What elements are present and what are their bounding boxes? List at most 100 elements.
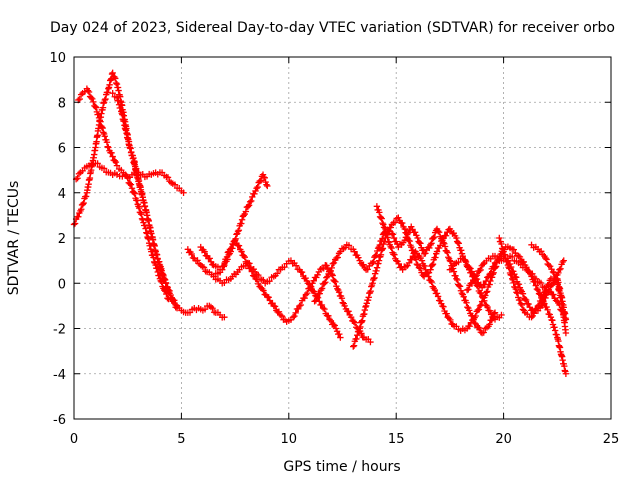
data-point	[233, 240, 244, 253]
data-point	[530, 243, 540, 251]
data-point	[137, 171, 146, 179]
data-point	[560, 257, 567, 264]
data-point	[240, 212, 247, 219]
data-point	[546, 263, 555, 273]
data-point	[319, 304, 327, 312]
data-point	[441, 240, 453, 262]
data-point	[542, 303, 553, 318]
data-point	[554, 336, 565, 358]
data-point	[431, 286, 439, 294]
data-point	[312, 290, 323, 304]
data-point	[321, 305, 332, 320]
data-point	[92, 103, 99, 110]
data-point	[445, 315, 457, 328]
data-point	[335, 288, 347, 307]
data-point	[105, 144, 112, 151]
data-point	[558, 300, 567, 318]
data-point	[78, 193, 90, 213]
data-point	[508, 275, 516, 282]
data-point	[186, 306, 196, 316]
grid	[74, 57, 611, 419]
data-point	[171, 181, 181, 192]
data-point	[289, 313, 297, 321]
data-point	[76, 91, 85, 103]
data-point	[193, 304, 204, 314]
data-point	[150, 169, 161, 178]
data-point	[455, 255, 464, 266]
data-point	[229, 268, 241, 280]
data-point	[94, 160, 103, 171]
data-series	[75, 85, 172, 303]
data-point	[446, 257, 454, 264]
data-point	[238, 248, 245, 255]
data-point	[109, 90, 116, 97]
data-point	[491, 309, 499, 316]
data-point	[325, 260, 337, 278]
data-point	[285, 316, 295, 324]
data-point	[238, 262, 250, 271]
data-point	[396, 217, 407, 231]
y-tick-label: 10	[49, 51, 66, 66]
data-point	[161, 275, 168, 282]
data-point	[278, 312, 289, 323]
y-tick-label: 2	[58, 232, 66, 247]
data-point	[92, 104, 103, 122]
x-axis-title: GPS time / hours	[283, 459, 400, 475]
data-point	[231, 237, 239, 244]
data-point	[483, 255, 494, 265]
data-point	[153, 265, 163, 279]
data-point	[480, 324, 491, 336]
data-point	[562, 329, 570, 337]
data-point	[483, 289, 490, 296]
data-point	[498, 311, 505, 319]
data-point	[550, 269, 560, 283]
data-point	[471, 306, 483, 321]
data-point	[173, 304, 181, 312]
data-point	[419, 260, 431, 277]
data-point	[535, 291, 547, 309]
data-point	[549, 268, 557, 276]
data-point	[518, 301, 528, 314]
x-tick-label: 25	[603, 432, 620, 447]
data-point	[500, 248, 507, 255]
data-point	[326, 316, 333, 323]
data-point	[557, 258, 566, 272]
data-point	[180, 189, 187, 196]
data-point	[297, 268, 311, 285]
data-point	[447, 228, 459, 240]
data-point	[427, 241, 434, 248]
data-point	[384, 226, 393, 235]
data-point	[415, 264, 427, 279]
data-point	[350, 328, 363, 349]
data-point	[477, 292, 489, 309]
data-point	[118, 110, 129, 132]
data-point	[496, 234, 503, 242]
data-point	[453, 323, 462, 333]
data-point	[74, 170, 83, 182]
data-point	[291, 305, 302, 320]
data-point	[504, 243, 514, 252]
data-point	[395, 214, 402, 221]
data-point	[166, 290, 175, 303]
data-point	[337, 334, 344, 341]
data-point	[212, 269, 224, 277]
data-point	[525, 300, 536, 314]
data-point	[415, 238, 427, 254]
data-point	[260, 173, 270, 188]
data-point	[311, 298, 318, 305]
y-axis-title: SDTVAR / TECUs	[6, 181, 22, 296]
data-point	[496, 238, 507, 253]
data-series	[528, 241, 570, 337]
data-point	[439, 302, 450, 317]
x-axis-ticks: 0 5 10 15 20 25	[70, 57, 619, 447]
data-point	[351, 248, 362, 261]
data-point	[453, 234, 460, 242]
data-point	[114, 97, 124, 112]
data-point	[407, 249, 418, 263]
data-point	[107, 169, 119, 179]
data-point	[116, 171, 129, 180]
data-point	[272, 266, 284, 279]
data-point	[254, 173, 266, 191]
data-point	[271, 303, 283, 316]
data-point	[165, 289, 172, 296]
